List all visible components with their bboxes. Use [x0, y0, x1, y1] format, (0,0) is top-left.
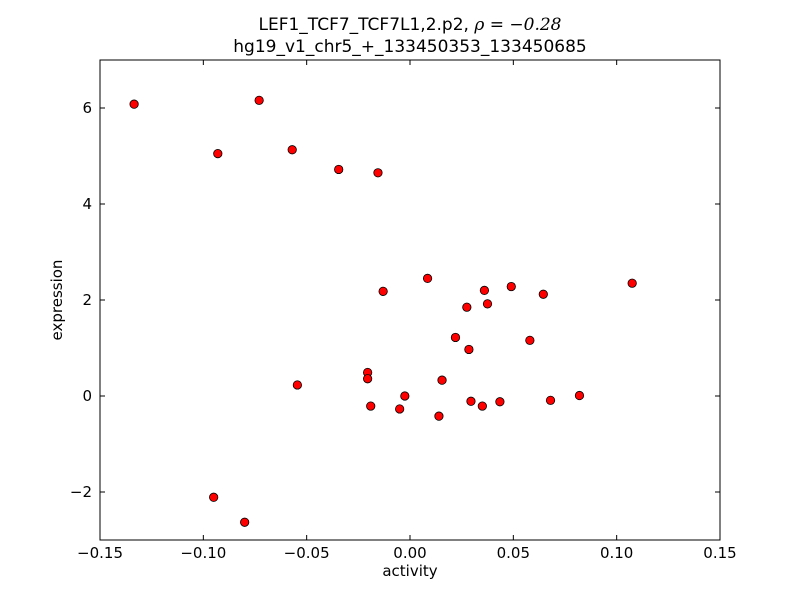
- data-point: [538, 289, 548, 299]
- data-point: [400, 391, 410, 401]
- x-tick-label: 0.00: [393, 544, 426, 562]
- data-point: [240, 517, 250, 527]
- data-point: [477, 401, 487, 411]
- data-point: [213, 149, 223, 159]
- x-tick-label: 0.15: [703, 544, 736, 562]
- y-tick-label: 6: [82, 99, 92, 117]
- plot-area: [100, 60, 720, 540]
- y-axis-label: expression: [48, 260, 66, 341]
- data-point: [450, 332, 461, 343]
- data-point: [525, 335, 535, 345]
- data-point: [479, 285, 489, 295]
- data-point: [378, 286, 388, 296]
- data-point: [292, 380, 302, 390]
- x-axis-label: activity: [382, 562, 437, 580]
- data-point: [363, 374, 373, 384]
- x-tick-label: 0.10: [600, 544, 633, 562]
- data-point: [366, 401, 376, 411]
- data-point: [466, 396, 476, 406]
- y-tick-label: 4: [82, 195, 92, 213]
- y-tick-label: −2: [70, 483, 92, 501]
- y-tick-label: 0: [82, 387, 92, 405]
- data-point: [334, 164, 344, 175]
- data-point: [437, 375, 447, 385]
- data-point: [627, 278, 637, 288]
- data-point: [574, 390, 585, 401]
- x-tick-label: −0.10: [180, 544, 226, 562]
- x-tick-label: 0.05: [497, 544, 530, 562]
- data-point: [287, 145, 297, 155]
- data-point: [506, 281, 516, 292]
- chart-subtitle: hg19_v1_chr5_+_133450353_133450685: [233, 37, 586, 57]
- data-point: [434, 411, 444, 421]
- data-point: [464, 344, 474, 355]
- chart-title: LEF1_TCF7_TCF7L1,2.p2, ρ = −0.28: [259, 15, 562, 35]
- rho-value: ρ = −0.28: [473, 15, 561, 35]
- data-point: [209, 492, 219, 502]
- data-point: [545, 395, 556, 405]
- data-point: [254, 95, 264, 105]
- data-point: [462, 302, 472, 312]
- plot-frame: [99, 59, 721, 541]
- data-point: [395, 404, 405, 414]
- data-point: [129, 99, 139, 109]
- x-tick-label: −0.05: [284, 544, 330, 562]
- x-tick-label: −0.15: [77, 544, 123, 562]
- data-point: [495, 397, 505, 407]
- data-point: [373, 168, 383, 178]
- y-tick-label: 2: [82, 291, 92, 309]
- data-points: [129, 95, 637, 527]
- data-point: [422, 273, 433, 283]
- data-point: [482, 299, 493, 309]
